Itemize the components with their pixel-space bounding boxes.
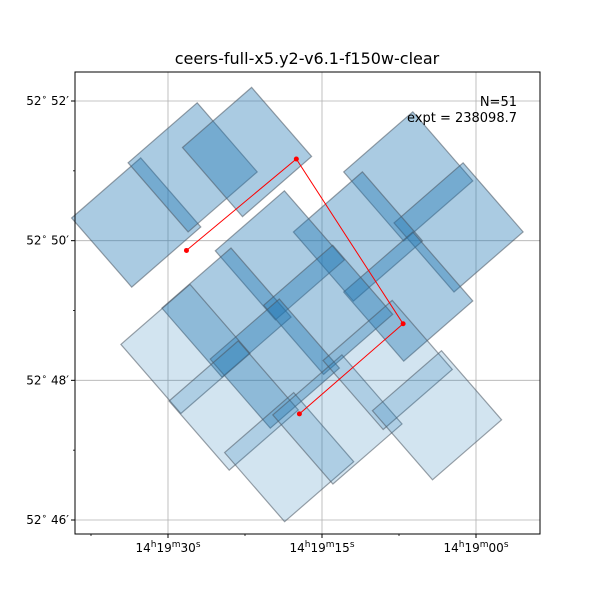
x-tick-label: 14h19m00s (443, 540, 508, 555)
footprint-15 (271, 354, 403, 485)
plot-frame (74, 71, 541, 535)
footprint-5 (393, 161, 524, 293)
chart-title: ceers-full-x5.y2-v6.1-f150w-clear (175, 49, 440, 68)
footprint-7 (214, 189, 346, 321)
x-tick-label: 14h19m15s (289, 540, 354, 555)
footprint-12 (120, 283, 251, 415)
footprint-layer (70, 86, 524, 523)
y-tick-label: 52∘ 52′ (26, 93, 69, 108)
footprint-14 (223, 391, 355, 523)
y-tick-label: 52∘ 46′ (26, 512, 69, 527)
annotation-count: N=51 (480, 95, 517, 110)
footprint-9 (161, 247, 292, 379)
y-tick-label: 52∘ 50′ (26, 233, 69, 248)
pointing-path-line (186, 158, 404, 415)
pointing-point-4 (296, 411, 302, 417)
pointing-point-1 (183, 247, 189, 253)
footprint-2 (127, 101, 259, 233)
y-tick-label: 52∘ 48′ (26, 372, 69, 387)
footprint-11 (209, 298, 341, 430)
footprint-3 (181, 86, 313, 218)
footprint-17 (371, 349, 503, 481)
pointing-point-3 (400, 321, 406, 327)
footprint-16 (322, 299, 454, 431)
pointing-point-2 (293, 156, 299, 162)
x-axis: 14h19m30s 14h19m15s 14h19m00s (90, 534, 509, 555)
footprint-13 (168, 340, 300, 471)
y-axis: 52∘ 52′ 52∘ 50′ 52∘ 48′ 52∘ 46′ (26, 93, 75, 527)
footprint-1 (70, 157, 202, 288)
footprint-4 (342, 110, 474, 242)
path-layer (183, 156, 406, 417)
x-tick-label: 14h19m30s (135, 540, 200, 555)
footprint-10 (262, 244, 394, 376)
annotation-exposure: expt = 238098.7 (407, 111, 517, 126)
